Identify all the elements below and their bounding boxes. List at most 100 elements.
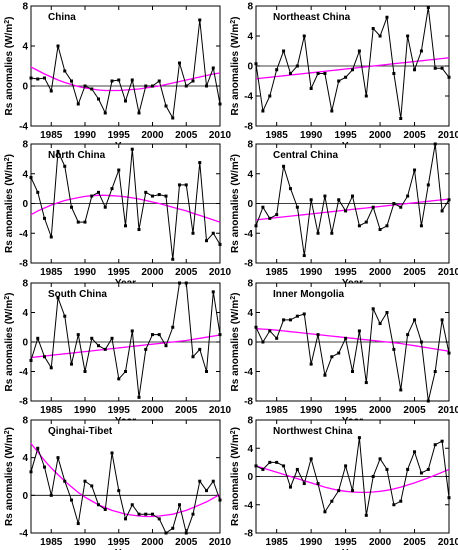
data-point	[433, 370, 437, 373]
data-point	[76, 220, 80, 224]
x-tick-label: 2005	[403, 405, 426, 416]
y-tick-label: -8	[19, 397, 28, 408]
x-tick-label: 1990	[74, 405, 97, 416]
y-tick-label: 0	[22, 491, 28, 502]
y-tick-label: 4	[247, 32, 253, 43]
x-tick-label: 2010	[438, 405, 458, 416]
data-point	[419, 49, 423, 53]
y-tick-label: 8	[247, 2, 253, 13]
data-point	[49, 89, 53, 93]
x-axis-label: Year	[115, 548, 136, 550]
data-point	[76, 102, 80, 106]
data-point	[184, 531, 188, 535]
data-point	[191, 355, 195, 359]
data-point	[309, 457, 313, 461]
data-point	[205, 84, 208, 88]
data-point	[137, 228, 141, 232]
data-point	[151, 333, 154, 337]
data-point	[36, 336, 40, 340]
data-point	[29, 175, 33, 179]
data-point	[198, 347, 202, 351]
data-point	[97, 190, 100, 194]
x-tick-label: 2005	[403, 537, 426, 548]
data-point	[103, 111, 107, 115]
x-tick-label: 1990	[74, 130, 97, 141]
data-point	[56, 149, 60, 153]
data-point	[63, 164, 67, 168]
data-point	[205, 239, 208, 243]
data-point	[275, 213, 279, 217]
data-point	[124, 517, 127, 521]
data-point	[440, 209, 444, 213]
data-point	[164, 531, 168, 535]
data-point	[295, 314, 299, 318]
data-point	[433, 443, 437, 447]
data-point	[309, 87, 313, 90]
y-tick-label: 0	[247, 199, 253, 210]
y-axis-label: Rs anomalies (W/m2)	[230, 17, 242, 116]
data-point	[164, 104, 168, 108]
data-point	[124, 224, 127, 228]
data-point	[63, 479, 67, 483]
data-point	[392, 503, 396, 507]
y-tick-label: 4	[247, 169, 253, 180]
y-tick-label: 8	[247, 279, 253, 290]
panel-7: -4 0 4 8 1985 1990 1995 2000 2005 2010 Year Rs anom…	[4, 416, 232, 550]
trend-curve	[30, 66, 221, 92]
data-point	[357, 49, 361, 53]
data-point	[426, 6, 430, 9]
data-point	[440, 318, 444, 322]
data-point	[254, 62, 258, 66]
x-tick-label: 2000	[369, 537, 392, 548]
data-point	[130, 78, 134, 82]
data-point	[191, 512, 195, 516]
y-tick-label: -8	[244, 259, 253, 270]
data-point	[316, 482, 320, 486]
y-tick-label: 4	[22, 169, 28, 180]
trend-curve	[255, 198, 450, 221]
y-tick-label: 8	[22, 416, 28, 427]
y-tick-label: -8	[244, 397, 253, 408]
data-point	[364, 381, 368, 385]
data-point	[103, 347, 107, 351]
data-point	[83, 220, 87, 224]
data-point	[323, 194, 327, 198]
data-point	[337, 489, 341, 493]
panel-title: South China	[48, 289, 107, 300]
data-point	[316, 72, 320, 75]
data-point	[117, 377, 121, 381]
data-point	[378, 34, 382, 38]
panel-title: Central China	[273, 150, 338, 161]
x-tick-label: 2010	[438, 537, 458, 548]
data-point	[344, 336, 348, 340]
x-tick-label: 1990	[74, 267, 97, 278]
data-point	[171, 116, 175, 120]
panel-title: Northeast China	[273, 12, 351, 23]
data-point	[171, 526, 175, 530]
data-point	[117, 78, 121, 82]
data-point	[413, 318, 417, 322]
data-point	[76, 522, 80, 526]
y-axis-label: Rs anomalies (W/m2)	[4, 293, 16, 392]
x-tick-label: 2000	[141, 130, 164, 141]
data-point	[90, 484, 94, 488]
trend-curve	[30, 443, 221, 518]
data-point	[254, 224, 258, 228]
x-tick-label: 1995	[108, 267, 131, 278]
data-point	[433, 142, 437, 146]
data-point	[288, 485, 292, 489]
data-point	[178, 281, 181, 285]
data-point	[205, 489, 208, 493]
data-point	[323, 510, 327, 514]
x-tick-label: 1985	[266, 537, 289, 548]
data-point	[63, 69, 67, 73]
x-tick-label: 2000	[141, 405, 164, 416]
x-tick-label: 1990	[300, 130, 323, 141]
y-tick-label: 0	[247, 338, 253, 349]
data-point	[211, 66, 215, 70]
data-point	[330, 231, 334, 235]
data-point	[157, 79, 161, 83]
data-point	[36, 190, 40, 194]
data-point	[337, 79, 341, 83]
data-point	[268, 329, 272, 333]
